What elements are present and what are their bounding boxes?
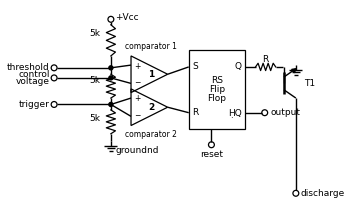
Text: RS: RS: [211, 76, 223, 85]
Text: reset: reset: [200, 150, 223, 159]
Text: T1: T1: [304, 79, 315, 88]
Text: −: −: [134, 78, 140, 87]
Text: trigger: trigger: [19, 100, 50, 109]
Circle shape: [109, 76, 113, 80]
Text: control: control: [18, 70, 50, 79]
Text: +Vcc: +Vcc: [116, 13, 139, 22]
Text: 5k: 5k: [89, 28, 100, 37]
Text: threshold: threshold: [7, 63, 50, 72]
Text: 1: 1: [148, 70, 154, 79]
Text: voltage: voltage: [15, 77, 50, 86]
Text: R: R: [193, 108, 199, 117]
Text: S: S: [193, 62, 198, 71]
Text: discharge: discharge: [300, 189, 345, 198]
Text: 5k: 5k: [89, 76, 100, 85]
Text: R: R: [262, 55, 269, 64]
Text: comparator 1: comparator 1: [125, 42, 177, 51]
Text: Flip: Flip: [209, 85, 225, 94]
Text: Flop: Flop: [208, 94, 226, 103]
Text: ḤQ: ḤQ: [228, 108, 242, 117]
Text: −: −: [134, 111, 140, 120]
Text: +: +: [134, 62, 140, 71]
Text: 2: 2: [148, 103, 154, 112]
Polygon shape: [292, 69, 296, 73]
Text: 5k: 5k: [89, 114, 100, 123]
Text: comparator 2: comparator 2: [125, 130, 177, 139]
Text: output: output: [270, 108, 300, 117]
Text: Q: Q: [235, 62, 242, 71]
Bar: [189, 50, 245, 129]
Text: groundnd: groundnd: [116, 146, 159, 155]
Circle shape: [109, 102, 113, 106]
Text: +: +: [134, 94, 140, 103]
Circle shape: [109, 66, 113, 70]
